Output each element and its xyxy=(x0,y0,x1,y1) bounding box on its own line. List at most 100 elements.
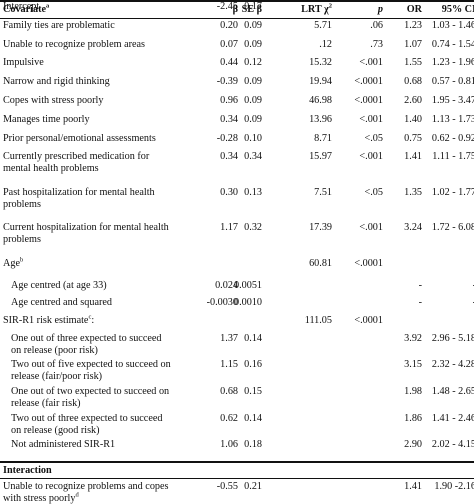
ci-cell: 2.02 - 4.15 xyxy=(431,439,474,450)
p-cell: <.001 xyxy=(359,151,383,162)
beta-cell: -2.45 xyxy=(216,1,238,12)
covariate-cell: Currently prescribed medication for ment… xyxy=(3,151,150,174)
lrt-cell: .12 xyxy=(319,39,332,50)
se-cell: 0.09 xyxy=(244,76,262,87)
ci-cell: 1.41 - 2.46 xyxy=(431,413,474,424)
or-cell: 0.75 xyxy=(404,133,422,144)
beta-cell: 0.024 xyxy=(215,280,238,291)
section-rule-top xyxy=(0,461,474,463)
beta-cell: 0.07 xyxy=(220,39,238,50)
se-cell: 0.09 xyxy=(244,114,262,125)
ci-cell: 1.02 - 1.77 xyxy=(431,187,474,198)
or-cell: 1.86 xyxy=(404,413,422,424)
ci-cell: 0.57 - 0.81 xyxy=(431,76,474,87)
beta-cell: -0.0030 xyxy=(206,297,238,308)
beta-cell: 1.06 xyxy=(220,439,238,450)
header-rule xyxy=(0,18,474,19)
beta-cell: 0.96 xyxy=(220,95,238,106)
p-cell: <.0001 xyxy=(354,315,383,326)
covariate-cell: Narrow and rigid thinking xyxy=(3,76,110,87)
se-cell: 0.34 xyxy=(244,151,262,162)
p-cell: .06 xyxy=(370,20,383,31)
or-cell: 1.40 xyxy=(404,114,422,125)
se-cell: 0.15 xyxy=(244,386,262,397)
or-cell: 1.35 xyxy=(404,187,422,198)
se-cell: 0.14 xyxy=(244,333,262,344)
se-cell: 0.12 xyxy=(244,57,262,68)
or-cell: 0.68 xyxy=(404,76,422,87)
p-cell: <.001 xyxy=(359,114,383,125)
p-cell: .73 xyxy=(370,39,383,50)
ci-cell: 2.32 - 4.28 xyxy=(431,359,474,370)
p-cell: <.001 xyxy=(359,222,383,233)
se-cell: 0.10 xyxy=(244,133,262,144)
covariate-cell: Age centred and squared xyxy=(11,297,112,308)
section-rule-bottom xyxy=(0,478,474,479)
ci-cell: 2.96 - 5.18 xyxy=(431,333,474,344)
covariate-cell: Prior personal/emotional assessments xyxy=(3,133,156,144)
or-cell: 1.23 xyxy=(404,20,422,31)
beta-cell: 1.37 xyxy=(220,333,238,344)
covariate-cell: One out of three expected to succeed on … xyxy=(11,333,162,356)
se-cell: 0.0010 xyxy=(233,297,262,308)
beta-cell: 0.30 xyxy=(220,187,238,198)
covariate-cell: Copes with stress poorly xyxy=(3,95,104,106)
ci-cell: 1.95 - 3.47 xyxy=(431,95,474,106)
ci-cell: 0.74 - 1.54 xyxy=(431,39,474,50)
covariate-cell: Family ties are problematic xyxy=(3,20,115,31)
ci-cell: - xyxy=(424,297,474,309)
se-cell: 0.21 xyxy=(244,481,262,492)
covariate-cell: Unable to recognize problems and copes w… xyxy=(3,481,169,504)
covariate-cell: SIR-R1 risk estimatec: xyxy=(3,313,95,326)
covariate-cell: Current hospitalization for mental healt… xyxy=(3,222,169,245)
beta-cell: -0.39 xyxy=(216,76,238,87)
or-cell: - xyxy=(418,280,422,291)
beta-cell: 0.34 xyxy=(220,151,238,162)
or-cell: 3.15 xyxy=(404,359,422,370)
header-row: Covariatea β SE β LRT χ2 p OR 95% CI xyxy=(0,2,474,18)
ci-cell: 1.23 - 1.96 xyxy=(431,57,474,68)
lrt-cell: 15.97 xyxy=(309,151,332,162)
p-cell: <.001 xyxy=(359,57,383,68)
or-cell: 1.07 xyxy=(404,39,422,50)
top-rule xyxy=(0,0,474,2)
or-cell: 3.24 xyxy=(404,222,422,233)
header-covariate: Covariatea xyxy=(3,2,50,15)
header-beta: β xyxy=(232,4,238,15)
header-ci: 95% CI xyxy=(441,4,474,15)
or-cell: 1.41 xyxy=(404,481,422,492)
lrt-cell: 5.71 xyxy=(314,20,332,31)
se-cell: 0.17 xyxy=(244,1,262,12)
beta-cell: -0.28 xyxy=(216,133,238,144)
lrt-cell: 60.81 xyxy=(309,258,332,269)
lrt-cell: 111.05 xyxy=(304,315,332,326)
or-cell: 1.98 xyxy=(404,386,422,397)
p-cell: <.0001 xyxy=(354,76,383,87)
se-cell: 0.16 xyxy=(244,359,262,370)
ci-cell: 1.90 -2.16 xyxy=(434,481,474,492)
header-or: OR xyxy=(406,4,422,15)
header-se-beta: SE β xyxy=(241,4,262,15)
beta-cell: 0.68 xyxy=(220,386,238,397)
or-cell: 2.90 xyxy=(404,439,422,450)
se-cell: 0.18 xyxy=(244,439,262,450)
or-cell: 3.92 xyxy=(404,333,422,344)
ci-cell: 1.13 - 1.73 xyxy=(431,114,474,125)
beta-cell: 1.15 xyxy=(220,359,238,370)
covariate-cell: Unable to recognize problem areas xyxy=(3,39,145,50)
covariate-cell: Age centred (at age 33) xyxy=(11,280,107,291)
or-cell: 1.55 xyxy=(404,57,422,68)
p-cell: <.0001 xyxy=(354,258,383,269)
beta-cell: 0.62 xyxy=(220,413,238,424)
se-cell: 0.32 xyxy=(244,222,262,233)
interaction-section-label: Interaction xyxy=(3,465,52,476)
covariate-cell: Past hospitalization for mental health p… xyxy=(3,187,155,210)
header-p: p xyxy=(377,4,383,15)
or-cell: - xyxy=(418,297,422,308)
lrt-cell: 46.98 xyxy=(309,95,332,106)
ci-cell: 1.03 - 1.46 xyxy=(431,20,474,31)
covariate-cell: Impulsive xyxy=(3,57,44,68)
or-cell: 1.41 xyxy=(404,151,422,162)
lrt-cell: 15.32 xyxy=(309,57,332,68)
